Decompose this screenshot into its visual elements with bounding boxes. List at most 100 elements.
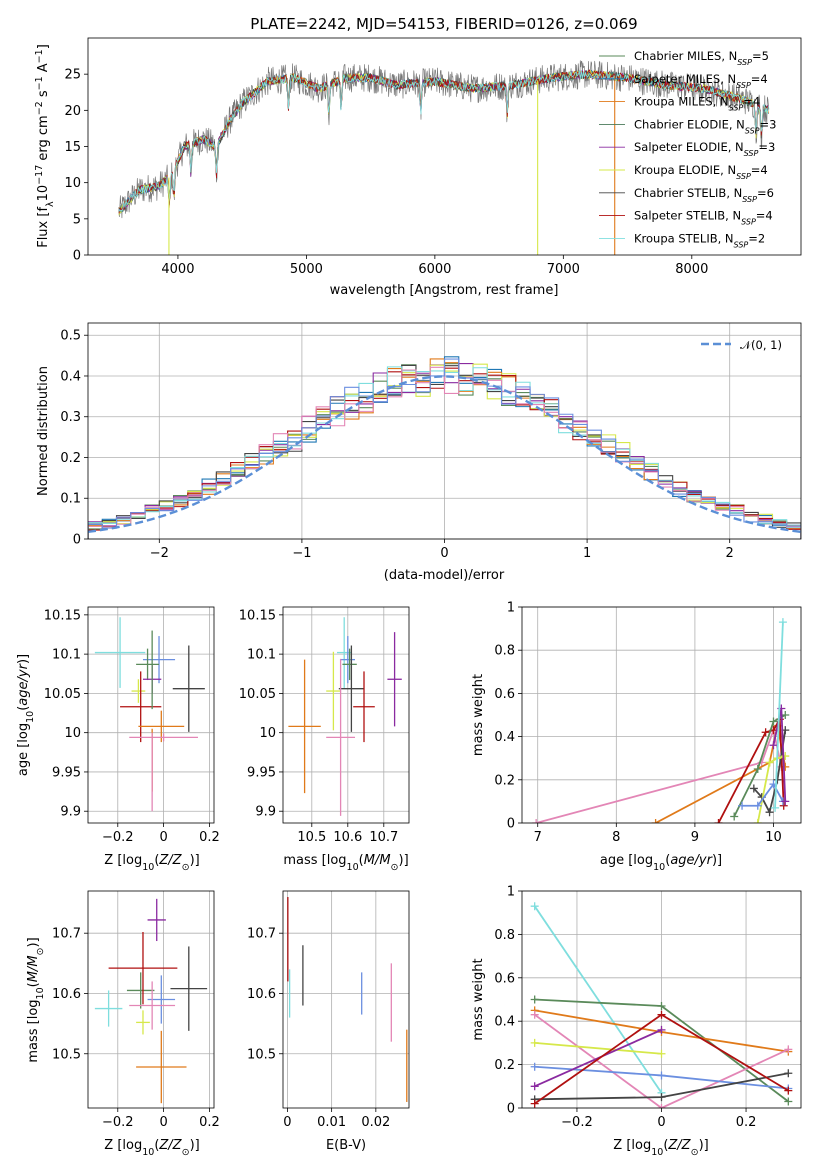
x-tick-label: 8 (612, 830, 620, 845)
y-tick-label: 10.05 (239, 687, 276, 702)
axes-age-vs-Z: −0.2 0 0.2 9.9 9.95 10 10.05 10.1 10.15 Z [log10(… (16, 606, 220, 873)
axes-mass-vs-ebv: 0 0.01 0.02 10.5 10.6 10.7 E(B-V) (247, 890, 410, 1153)
data-marker (765, 758, 774, 767)
error-point (126, 972, 155, 1009)
axes-frame (521, 606, 802, 824)
error-point (326, 651, 341, 731)
data-marker (784, 1097, 793, 1106)
y-tick-label: 10.5 (52, 1047, 81, 1062)
y-tick-label: 1 (507, 885, 515, 900)
y-tick-label: 10 (259, 726, 276, 741)
data-marker (769, 717, 778, 726)
data-marker (753, 765, 762, 773)
x-tick-label: 7000 (547, 262, 580, 277)
y-tick-label: 0.5 (60, 329, 81, 344)
error-point (326, 658, 355, 816)
y-tick-label: 9.95 (52, 765, 81, 780)
spectrum-model-line (118, 69, 769, 214)
y-tick-label: 10.7 (247, 927, 276, 942)
data-marker (753, 801, 762, 810)
weight-line (534, 1042, 662, 1055)
y-tick-label: 10.7 (52, 927, 81, 942)
x-tick-label: 10.6 (333, 830, 362, 845)
x-tick-label: −0.2 (561, 1115, 593, 1130)
legend-label: Chabrier ELODIE, NSSP=3 (634, 117, 776, 135)
plot-area (88, 356, 801, 539)
y-tick-label: 9.95 (247, 765, 276, 780)
x-tick-label: 7 (534, 830, 542, 845)
plot-area (94, 898, 208, 1104)
data-marker (657, 1104, 666, 1108)
y-tick-label: 0.4 (494, 1015, 515, 1030)
x-tick-label: 2 (726, 546, 734, 561)
x-tick-label: 0.2 (736, 1115, 757, 1130)
data-marker (530, 1062, 539, 1071)
error-point (94, 617, 146, 688)
x-tick-label: 0 (440, 546, 448, 561)
x-axis-label: age [log10(age/yr)] (600, 853, 722, 873)
data-marker (784, 1086, 793, 1095)
data-marker (765, 808, 774, 817)
data-marker (769, 741, 778, 750)
y-axis-label: Normed distribution (36, 366, 51, 496)
axes-mass-vs-Z: −0.2 0 0.2 10.5 10.6 10.7 Z [log10(Z/Z⊙)] mass … (26, 890, 220, 1158)
y-tick-label: 0.1 (60, 492, 81, 507)
data-marker (657, 1002, 666, 1011)
data-marker (530, 1099, 539, 1108)
y-tick-label: 25 (64, 68, 81, 83)
x-tick-label: 0.2 (199, 1115, 220, 1130)
y-tick-label: 0.6 (494, 687, 515, 702)
axes-age-vs-mass: 10.5 10.6 10.7 9.9 9.95 10 10.05 10.1 10.15 mass … (239, 606, 410, 873)
plot-area (288, 617, 402, 816)
plot-area (94, 617, 205, 812)
error-point (136, 648, 160, 681)
x-tick-label: −2 (150, 546, 169, 561)
plot-area (532, 618, 790, 823)
x-tick-label: 8000 (675, 262, 708, 277)
data-marker (771, 803, 780, 812)
y-tick-label: 0 (507, 1102, 515, 1117)
legend-label: Salpeter STELIB, NSSP=4 (634, 209, 773, 227)
y-tick-label: 9.9 (255, 805, 276, 820)
y-axis-label: mass [log10(M/M⊙)] (26, 937, 46, 1062)
error-point (342, 648, 357, 681)
plot-area (287, 897, 408, 1102)
error-point (340, 636, 355, 684)
y-tick-label: 10.6 (52, 987, 81, 1002)
error-point (136, 1010, 150, 1035)
x-axis-label: (data-model)/error (384, 568, 505, 583)
legend-label: Chabrier STELIB, NSSP=6 (634, 186, 774, 204)
legend-label: Kroupa MILES, NSSP=4 (634, 95, 760, 113)
legend-label: Chabrier MILES, NSSP=5 (634, 49, 769, 67)
y-tick-label: 0.8 (494, 644, 515, 659)
histogram-step (88, 358, 801, 539)
y-tick-label: 10.1 (247, 648, 276, 663)
data-marker (781, 711, 790, 719)
axes-frame (87, 606, 215, 824)
data-marker (773, 775, 782, 784)
x-tick-label: −0.2 (102, 830, 134, 845)
axes-spectrum: 4000 5000 6000 7000 8000 0 5 10 15 20 25 PLATE=2242… (34, 15, 802, 298)
y-tick-label: 10 (64, 726, 81, 741)
weight-line (742, 783, 784, 807)
error-point (170, 946, 208, 1031)
weight-line (774, 622, 784, 808)
y-tick-label: 0 (73, 533, 81, 548)
error-point (129, 733, 198, 742)
y-tick-label: 0.8 (494, 928, 515, 943)
error-point (288, 659, 321, 794)
data-marker (530, 1082, 539, 1091)
x-axis-label: wavelength [Angstrom, rest frame] (330, 283, 559, 298)
data-marker (530, 902, 539, 911)
weight-line (533, 905, 663, 1094)
x-tick-label: 9 (691, 830, 699, 845)
x-tick-label: 0.02 (361, 1115, 390, 1130)
x-tick-label: 0 (657, 1115, 665, 1130)
data-marker (779, 801, 788, 810)
x-tick-label: −0.2 (102, 1115, 134, 1130)
error-point (147, 898, 166, 942)
data-marker (714, 819, 723, 823)
gaussian-legend: 𝒩(0, 1) (701, 338, 782, 352)
legend-label: Salpeter ELODIE, NSSP=3 (634, 140, 775, 158)
y-tick-label: 20 (64, 104, 81, 119)
